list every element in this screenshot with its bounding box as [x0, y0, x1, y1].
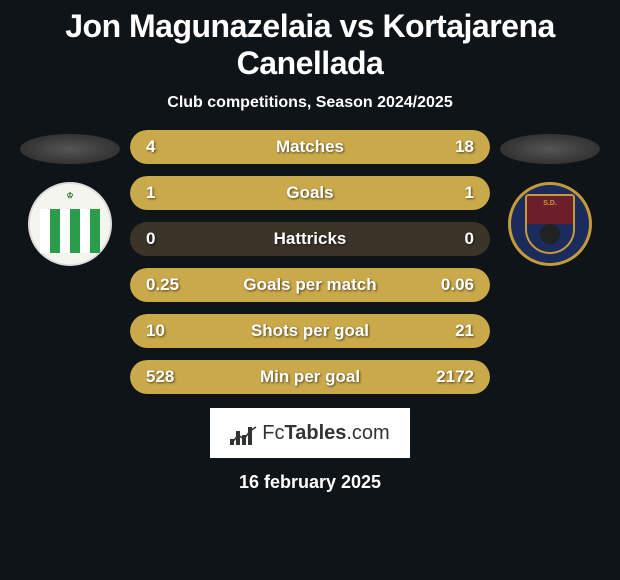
stat-value-left: 0.25 — [146, 275, 179, 295]
badge-stripe — [70, 209, 80, 253]
stat-row: 1 Goals 1 — [130, 176, 490, 210]
badge-stripe — [90, 209, 100, 253]
logo-text: FcTables.com — [262, 422, 389, 445]
left-club-badge: ♔ — [28, 182, 112, 266]
stat-value-right: 21 — [455, 321, 474, 341]
stats-column: 4Matches181Goals10Hattricks00.25Goals pe… — [130, 130, 490, 394]
right-player-column: S.D. — [500, 130, 600, 266]
badge-stripe — [80, 209, 90, 253]
stat-label: Matches — [276, 137, 344, 157]
stat-value-left: 10 — [146, 321, 165, 341]
right-badge-text: S.D. — [527, 200, 573, 207]
stat-label: Shots per goal — [251, 321, 369, 341]
stat-label: Min per goal — [260, 367, 360, 387]
badge-stripe — [50, 209, 60, 253]
footer: FcTables.com 16 february 2025 — [0, 408, 620, 493]
stat-row: 10 Shots per goal 21 — [130, 314, 490, 348]
left-player-oval — [20, 134, 120, 164]
stat-label: Goals per match — [243, 275, 376, 295]
badge-stripe — [40, 209, 50, 253]
stat-fill-left — [130, 130, 195, 164]
stat-row: 0.25 Goals per match 0.06 — [130, 268, 490, 302]
stat-row: 0 Hattricks 0 — [130, 222, 490, 256]
logo-chart-icon — [230, 421, 258, 445]
fctables-logo: FcTables.com — [210, 408, 410, 458]
stat-value-right: 2172 — [436, 367, 474, 387]
right-club-badge: S.D. — [508, 182, 592, 266]
stat-value-left: 528 — [146, 367, 174, 387]
left-badge-inner: ♔ — [40, 191, 100, 257]
stat-label: Hattricks — [274, 229, 347, 249]
right-player-oval — [500, 134, 600, 164]
left-badge-stripes — [40, 209, 100, 253]
subtitle: Club competitions, Season 2024/2025 — [0, 94, 620, 112]
date-text: 16 february 2025 — [239, 472, 381, 493]
stat-label: Goals — [286, 183, 333, 203]
stat-value-right: 0 — [465, 229, 474, 249]
stat-value-left: 4 — [146, 137, 155, 157]
right-badge-ball-icon — [540, 224, 560, 244]
stat-row: 4 Matches 18 — [130, 130, 490, 164]
stat-fill-left — [130, 176, 310, 210]
stat-value-right: 0.06 — [441, 275, 474, 295]
page-title: Jon Magunazelaia vs Kortajarena Canellad… — [0, 8, 620, 82]
right-badge-shield: S.D. — [525, 194, 575, 254]
left-player-column: ♔ — [20, 130, 120, 266]
comparison-infographic: Jon Magunazelaia vs Kortajarena Canellad… — [0, 0, 620, 493]
main-row: ♔ 4Matches181Goals10Hattricks00.25Goals … — [0, 130, 620, 394]
stat-value-left: 1 — [146, 183, 155, 203]
stat-value-left: 0 — [146, 229, 155, 249]
stat-fill-right — [310, 176, 490, 210]
stat-value-right: 18 — [455, 137, 474, 157]
badge-stripe — [60, 209, 70, 253]
stat-row: 528 Min per goal 2172 — [130, 360, 490, 394]
stat-value-right: 1 — [465, 183, 474, 203]
left-badge-crown-icon: ♔ — [66, 191, 73, 200]
